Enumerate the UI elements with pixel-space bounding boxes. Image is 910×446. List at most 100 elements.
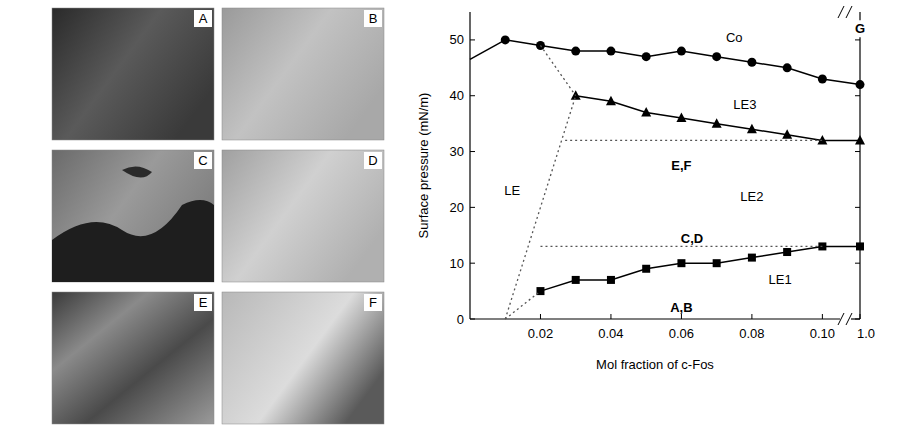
- axis-break: [846, 6, 852, 18]
- marker: [712, 118, 722, 128]
- marker: [572, 276, 580, 284]
- figure: ABCDEF010203040500.020.040.060.080.101.0…: [0, 0, 910, 446]
- panel-letter: E: [199, 295, 208, 310]
- marker: [856, 242, 864, 250]
- marker: [783, 248, 791, 256]
- y-tick: [470, 39, 475, 40]
- marker: [676, 113, 686, 123]
- label-box: [364, 294, 382, 311]
- marker: [642, 265, 650, 273]
- marker: [677, 259, 685, 267]
- marker: [783, 63, 792, 72]
- x-tick-label: 1.0: [857, 326, 875, 341]
- marker: [712, 52, 721, 61]
- y-axis: [469, 12, 470, 319]
- x-tick-label: 0.02: [528, 326, 553, 341]
- series-line: [505, 291, 540, 319]
- x-axis-title: Mol fraction of c-Fos: [596, 357, 714, 372]
- label-box: [364, 10, 382, 27]
- x-axis: [851, 318, 860, 319]
- marker: [642, 52, 651, 61]
- series-line: [565, 140, 822, 141]
- micrograph: [52, 292, 214, 424]
- marker: [677, 47, 686, 56]
- axis-break: [838, 313, 844, 325]
- panel-letter: F: [369, 295, 377, 310]
- marker: [855, 135, 865, 145]
- marker: [606, 47, 615, 56]
- series-line: [505, 40, 860, 85]
- x-tick-label: 0.10: [810, 326, 835, 341]
- label-box: [194, 294, 212, 311]
- panel-letter: C: [198, 153, 207, 168]
- x-tick: [540, 314, 541, 319]
- micrograph: [222, 150, 384, 282]
- y-tick: [855, 151, 860, 152]
- series-line: [540, 246, 860, 291]
- marker: [818, 242, 826, 250]
- marker: [747, 124, 757, 134]
- region-label: Co: [726, 30, 743, 45]
- y-tick: [855, 95, 860, 96]
- x-tick: [751, 314, 752, 319]
- dark-domain: [122, 166, 152, 177]
- y-tick: [855, 319, 860, 320]
- axis-break: [838, 6, 844, 18]
- y-tick: [470, 319, 475, 320]
- axis-break: [846, 313, 852, 325]
- panel-letter: A: [199, 11, 208, 26]
- panel-letter: B: [369, 11, 378, 26]
- plot-area: [470, 35, 865, 319]
- y-tick: [855, 39, 860, 40]
- series-line: [470, 40, 505, 60]
- x-axis: [470, 318, 840, 319]
- micrograph: [52, 150, 214, 282]
- micrograph: [52, 8, 214, 140]
- marker: [747, 58, 756, 67]
- marker: [606, 96, 616, 106]
- marker: [571, 47, 580, 56]
- x-tick-label: 0.08: [739, 326, 764, 341]
- y-tick-label: 0: [457, 312, 464, 327]
- x-tick: [822, 314, 823, 319]
- region-label: A,B: [670, 300, 692, 315]
- series-line: [505, 96, 575, 319]
- y-axis-title: Surface pressure (mN/m): [416, 93, 431, 239]
- series-line: [576, 96, 860, 141]
- y-tick-label: 20: [450, 200, 464, 215]
- marker: [817, 135, 827, 145]
- series-line: [540, 45, 575, 95]
- marker: [536, 41, 545, 50]
- label-patch: [853, 20, 867, 37]
- x-tick: [860, 314, 861, 319]
- marker: [748, 254, 756, 262]
- marker: [713, 259, 721, 267]
- label-box: [194, 152, 212, 169]
- y-tick: [470, 207, 475, 208]
- marker: [607, 276, 615, 284]
- y-tick-label: 10: [450, 256, 464, 271]
- y-tick-label: 30: [450, 144, 464, 159]
- x-tick: [610, 314, 611, 319]
- region-label: E,F: [671, 158, 691, 173]
- region-label: LE1: [769, 272, 792, 287]
- x-tick-label: 0.04: [598, 326, 623, 341]
- y-tick: [855, 207, 860, 208]
- region-label: LE2: [740, 189, 763, 204]
- y-tick-label: 50: [450, 32, 464, 47]
- x-tick-label: 0.06: [669, 326, 694, 341]
- y-tick: [470, 263, 475, 264]
- y-tick-label: 40: [450, 88, 464, 103]
- region-label: C,D: [681, 231, 703, 246]
- dark-domain: [52, 200, 214, 282]
- range-end-line: [859, 12, 860, 319]
- marker: [782, 129, 792, 139]
- marker: [818, 74, 827, 83]
- micrograph: [222, 8, 384, 140]
- y-tick: [470, 151, 475, 152]
- y-tick: [855, 263, 860, 264]
- marker: [856, 80, 865, 89]
- region-label: LE: [504, 183, 520, 198]
- region-label: G: [855, 21, 865, 36]
- label-box: [194, 10, 212, 27]
